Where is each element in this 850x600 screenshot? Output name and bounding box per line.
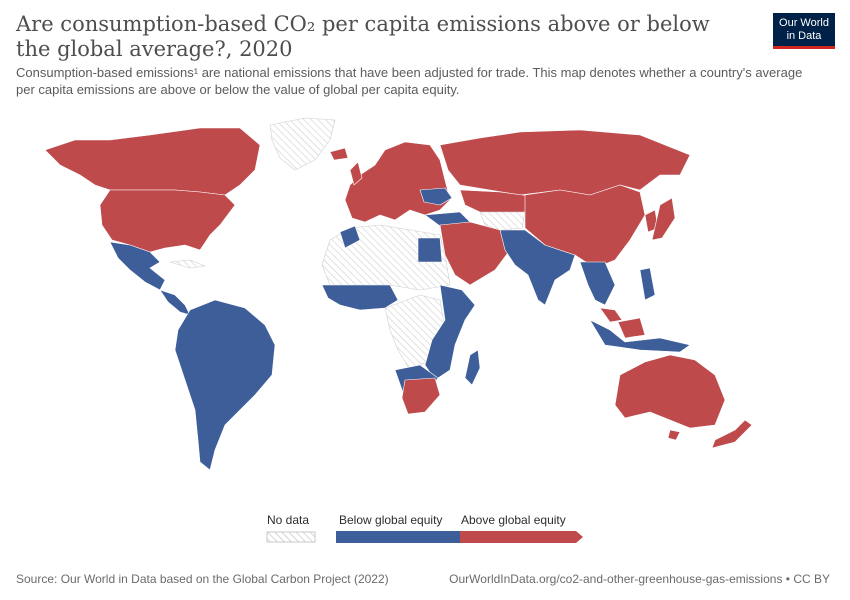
region-middle-east[interactable]: [439, 221, 511, 286]
region-malaysia[interactable]: [599, 307, 623, 323]
region-morocco[interactable]: [339, 225, 361, 249]
source-note: Source: Our World in Data based on the G…: [16, 572, 389, 586]
region-central-america[interactable]: [159, 289, 191, 316]
region-united-states[interactable]: [99, 189, 236, 253]
chart-subtitle: Consumption-based emissions¹ are nationa…: [16, 65, 803, 97]
region-europe[interactable]: [344, 141, 451, 223]
region-west-africa[interactable]: [321, 284, 399, 311]
legend-label-below: Below global equity: [339, 513, 443, 527]
region-southeast-asia[interactable]: [579, 261, 616, 306]
chart-title: Are consumption-based CO₂ per capita emi…: [16, 12, 710, 61]
owid-logo[interactable]: Our World in Data: [773, 13, 835, 49]
region-australia[interactable]: [614, 354, 726, 429]
logo-line-2: in Data: [786, 30, 822, 42]
legend-color-bar: [266, 531, 583, 543]
region-russia[interactable]: [439, 129, 691, 196]
region-tasmania[interactable]: [667, 429, 681, 441]
region-borneo[interactable]: [617, 317, 646, 339]
region-china[interactable]: [524, 184, 646, 269]
legend-swatch-above[interactable]: [460, 531, 583, 543]
region-ukraine[interactable]: [419, 187, 453, 206]
region-egypt[interactable]: [417, 237, 443, 263]
region-madagascar[interactable]: [464, 349, 481, 386]
region-east-africa[interactable]: [424, 284, 476, 381]
region-central-asia[interactable]: [479, 211, 526, 231]
region-iceland[interactable]: [329, 147, 349, 161]
region-south-america[interactable]: [174, 299, 276, 471]
legend-swatch-no-data[interactable]: [266, 531, 316, 543]
region-cuba[interactable]: [169, 259, 206, 269]
source-url[interactable]: OurWorldInData.org/co2-and-other-greenho…: [449, 572, 830, 586]
legend-label-above: Above global equity: [461, 513, 566, 527]
region-uk[interactable]: [349, 161, 363, 186]
region-new-zealand[interactable]: [711, 419, 753, 449]
region-south-africa[interactable]: [401, 377, 441, 415]
world-map: [44, 117, 753, 471]
region-japan[interactable]: [651, 197, 676, 241]
region-mexico[interactable]: [109, 241, 166, 291]
region-canada[interactable]: [44, 127, 261, 196]
region-philippines[interactable]: [639, 267, 656, 301]
legend-label-no-data: No data: [267, 513, 310, 527]
region-greenland[interactable]: [269, 117, 336, 171]
logo-line-1: Our World: [779, 17, 829, 29]
legend-swatch-below[interactable]: [336, 531, 460, 543]
region-indonesia[interactable]: [589, 319, 691, 353]
